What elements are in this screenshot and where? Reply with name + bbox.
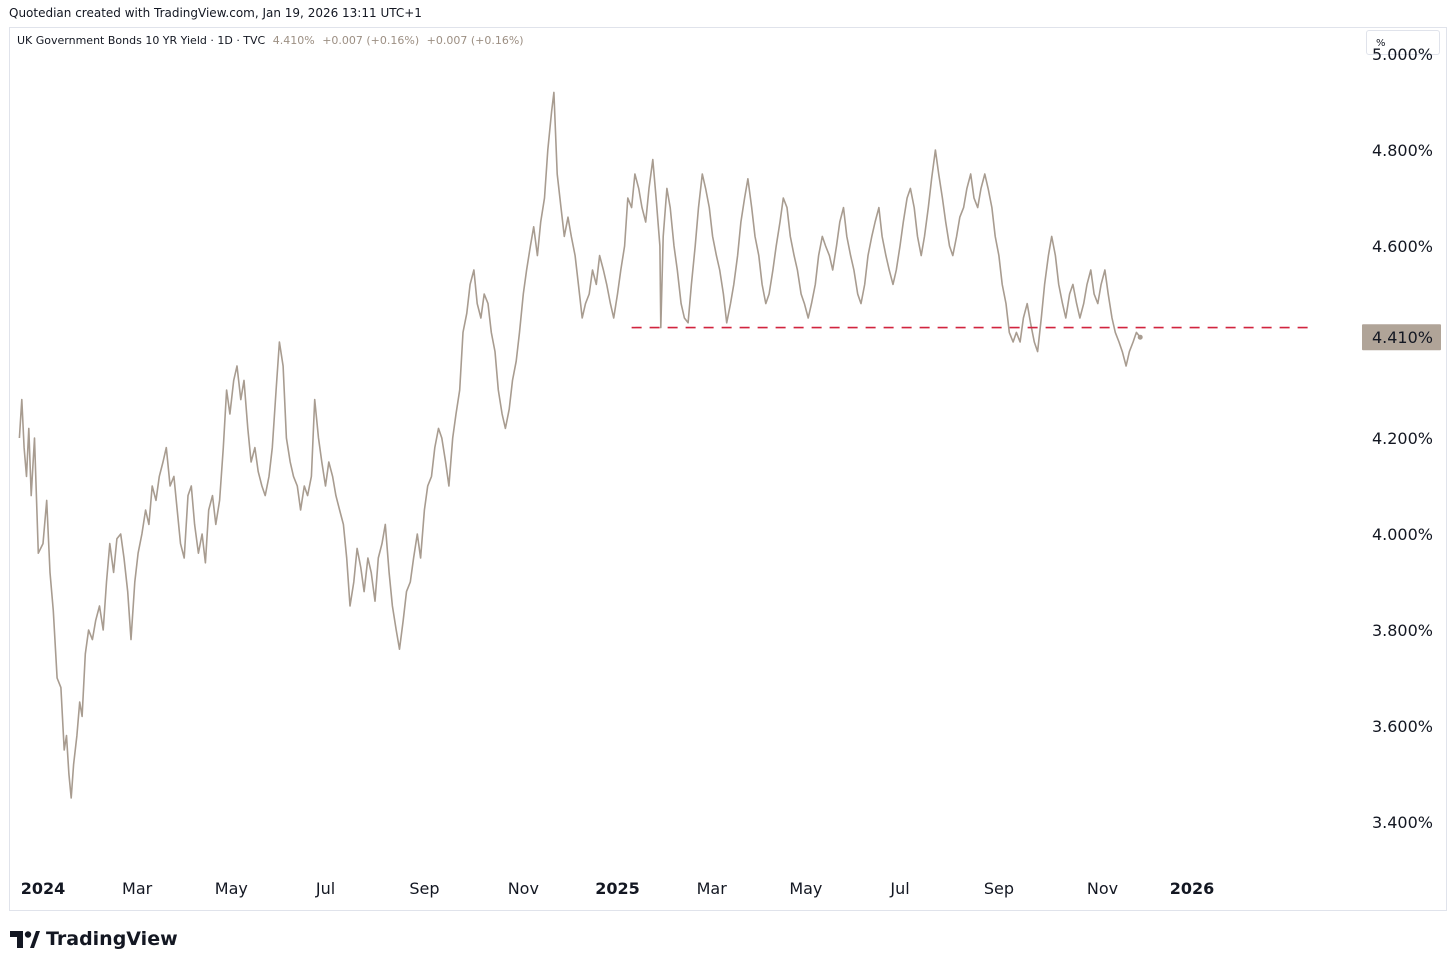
- y-tick-label: 5.000%: [1372, 45, 1433, 64]
- x-tick-label: 2024: [21, 879, 66, 898]
- y-tick-label: 4.200%: [1372, 429, 1433, 448]
- x-tick-label: May: [789, 879, 822, 898]
- legend-change-2: +0.007 (+0.16%): [426, 34, 524, 47]
- x-tick-label: 2026: [1170, 879, 1215, 898]
- y-tick-label: 4.600%: [1372, 237, 1433, 256]
- footer-brand-text: TradingView: [46, 928, 178, 950]
- yield-series-line: [18, 91, 1141, 799]
- footer-brand: TradingView: [10, 928, 178, 950]
- y-tick-label: 3.800%: [1372, 621, 1433, 640]
- chart-frame: [9, 27, 1447, 911]
- legend-change-1: +0.007 (+0.16%): [322, 34, 420, 47]
- x-tick-label: 2025: [595, 879, 640, 898]
- x-tick-label: Mar: [122, 879, 153, 898]
- x-tick-label: Nov: [1087, 879, 1118, 898]
- last-value-tag-label: 4.410%: [1372, 328, 1433, 347]
- header-credit: Quotedian created with TradingView.com, …: [9, 6, 422, 20]
- y-tick-label: 3.600%: [1372, 717, 1433, 736]
- price-scale-unit-button[interactable]: %: [1366, 30, 1440, 55]
- tradingview-logo-icon: [10, 930, 40, 948]
- last-point-marker: [1137, 334, 1143, 340]
- chart-legend: UK Government Bonds 10 YR Yield · 1D · T…: [17, 34, 524, 47]
- y-tick-label: 3.400%: [1372, 813, 1433, 832]
- x-tick-label: May: [215, 879, 248, 898]
- x-tick-label: Nov: [508, 879, 539, 898]
- legend-last-value: 4.410%: [272, 34, 315, 47]
- y-tick-label: 4.800%: [1372, 141, 1433, 160]
- x-tick-label: Jul: [315, 879, 335, 898]
- x-tick-label: Sep: [984, 879, 1014, 898]
- last-value-tag: [1362, 324, 1441, 351]
- legend-symbol: UK Government Bonds 10 YR Yield · 1D · T…: [17, 34, 266, 47]
- x-tick-label: Mar: [697, 879, 728, 898]
- y-tick-label: 4.000%: [1372, 525, 1433, 544]
- x-tick-label: Sep: [409, 879, 439, 898]
- x-tick-label: Jul: [889, 879, 909, 898]
